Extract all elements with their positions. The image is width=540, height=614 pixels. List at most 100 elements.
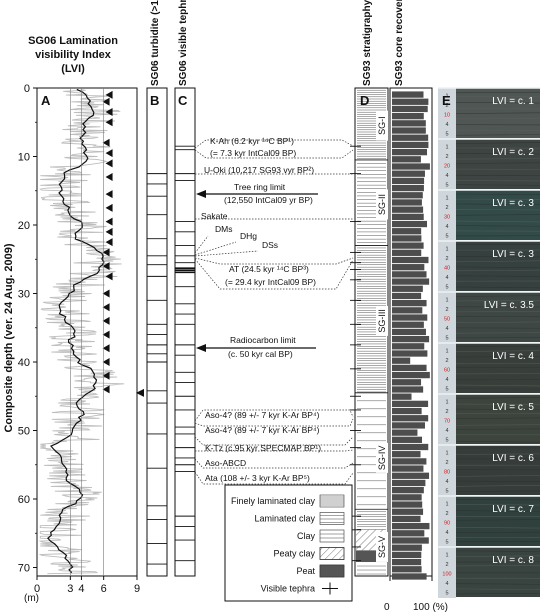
lvi-data-layer [38,88,144,575]
recovery-bar [392,479,426,487]
photo-lvi-label: LVI = c. 3 [492,249,534,260]
svg-text:1: 1 [445,298,448,304]
recovery-bar [392,522,430,530]
panel-c-header: SG06 visible tephra [178,0,189,86]
x-tick-label: 6 [101,583,107,595]
photo-sample-marker [102,248,110,257]
recovery-bar [392,343,425,350]
recovery-bar [392,235,422,242]
limit-arrows [196,190,318,352]
recovery-bar [392,91,424,98]
svg-text:1: 1 [445,502,448,508]
recovery-bar [392,429,418,436]
svg-text:5: 5 [445,183,448,189]
recovery-bar [392,328,426,336]
legend-swatch [319,529,345,543]
photo-lvi-label: LVI = c. 5 [492,402,534,413]
photo-lvi-label: LVI = c. 4 [492,351,534,362]
recovery-bar [392,242,424,249]
svg-text:40: 40 [444,266,450,272]
core-photos: 1 2 10 4 5 LVI = c. 1 1 2 20 4 5 LVI = c. 2 1 2 30 4 5 LV… [438,87,540,598]
y-tick-label: 10 [18,152,30,164]
tephra-annotations: K-Ah (6.2 kyr ¹⁴C BP¹) (= 7.3 kyr IntCal… [194,136,354,485]
svg-text:2: 2 [445,256,448,262]
photo-sample-marker [102,289,110,298]
recovery-bar [392,515,421,523]
svg-text:2: 2 [445,358,448,364]
recovery-bar [392,379,422,386]
legend-label: Laminated clay [254,514,315,524]
recovery-bar [392,220,428,228]
recovery-bar [392,558,422,566]
legend-label: Peat [296,566,315,576]
svg-text:60: 60 [444,368,450,374]
recovery-bar [392,407,422,415]
photo-sample-marker [105,107,113,116]
photo-sample-marker [102,330,110,339]
photo-sample-marker [102,138,110,147]
recovery-bar [392,314,428,321]
recovery-bar [392,156,421,163]
y-tick-label: 50 [18,426,30,438]
recovery-bar [392,105,428,113]
zone-label: SG-III [377,309,387,333]
svg-text:4: 4 [445,224,448,230]
recovery-bar [392,292,422,300]
recovery-axis-max: 100 (%) [413,602,448,613]
recovery-bar [392,98,429,105]
y-tick-label: 60 [18,494,30,506]
recovery-bar [392,443,429,451]
y-tick-label: 0 [24,83,30,95]
photo-sample-marker [102,358,110,366]
photo-sample-marker [105,159,113,168]
panel-c-letter: C [178,93,188,108]
recovery-bar [392,170,425,177]
legend-swatch [319,547,345,560]
legend-label: Finely laminated clay [231,496,316,506]
legend: Finely laminated clay Laminated clay Clay P… [224,484,353,602]
photo-sample-marker [105,173,113,182]
svg-text:2: 2 [445,205,448,211]
recovery-bar [392,357,411,364]
recovery-bar [392,415,429,422]
svg-text:1: 1 [445,145,448,151]
svg-text:5: 5 [445,438,448,444]
y-tick-label: 70 [18,563,30,575]
x-tick-label: 0 [34,583,40,595]
svg-text:4: 4 [445,377,448,383]
svg-text:2: 2 [445,562,448,568]
svg-text:2: 2 [445,511,448,517]
lvi-raw-series [38,88,125,575]
svg-text:4: 4 [445,479,448,485]
legend-label: Visible tephra [261,584,315,594]
recovery-bar [392,113,424,120]
recovery-bar [392,134,429,141]
svg-text:4: 4 [445,275,448,281]
svg-text:4: 4 [445,122,448,128]
x-tick-label: 9 [134,583,140,595]
svg-text:5: 5 [445,489,448,495]
svg-text:4: 4 [445,428,448,434]
core-photo: 1 2 70 4 5 LVI = c. 5 [438,393,540,444]
photo-sample-marker [105,149,113,158]
zone-labels: SG-I SG-II SG-III SG-IV SG-V [350,110,388,562]
y-tick-label: 30 [18,289,30,301]
panel-d-header-recovery: SG93 core recovery [394,0,405,86]
legend-label: Peaty clay [273,549,315,559]
zone-label: SG-IV [377,446,387,471]
photo-sample-marker [105,238,113,247]
core-photo: 1 2 30 4 5 LVI = c. 3 [438,189,540,240]
svg-text:2: 2 [445,103,448,109]
photo-sample-marker [105,217,113,226]
photo-sample-marker [102,303,110,312]
photo-lvi-label: LVI = c. 6 [492,453,534,464]
recovery-bar [392,508,424,515]
recovery-bar [392,184,424,192]
annot-dss: DSs [262,240,278,250]
svg-text:1: 1 [445,400,448,406]
annot-dms: DMs [215,224,232,234]
turbidite-layers [147,173,167,565]
recovery-bar [392,127,426,134]
